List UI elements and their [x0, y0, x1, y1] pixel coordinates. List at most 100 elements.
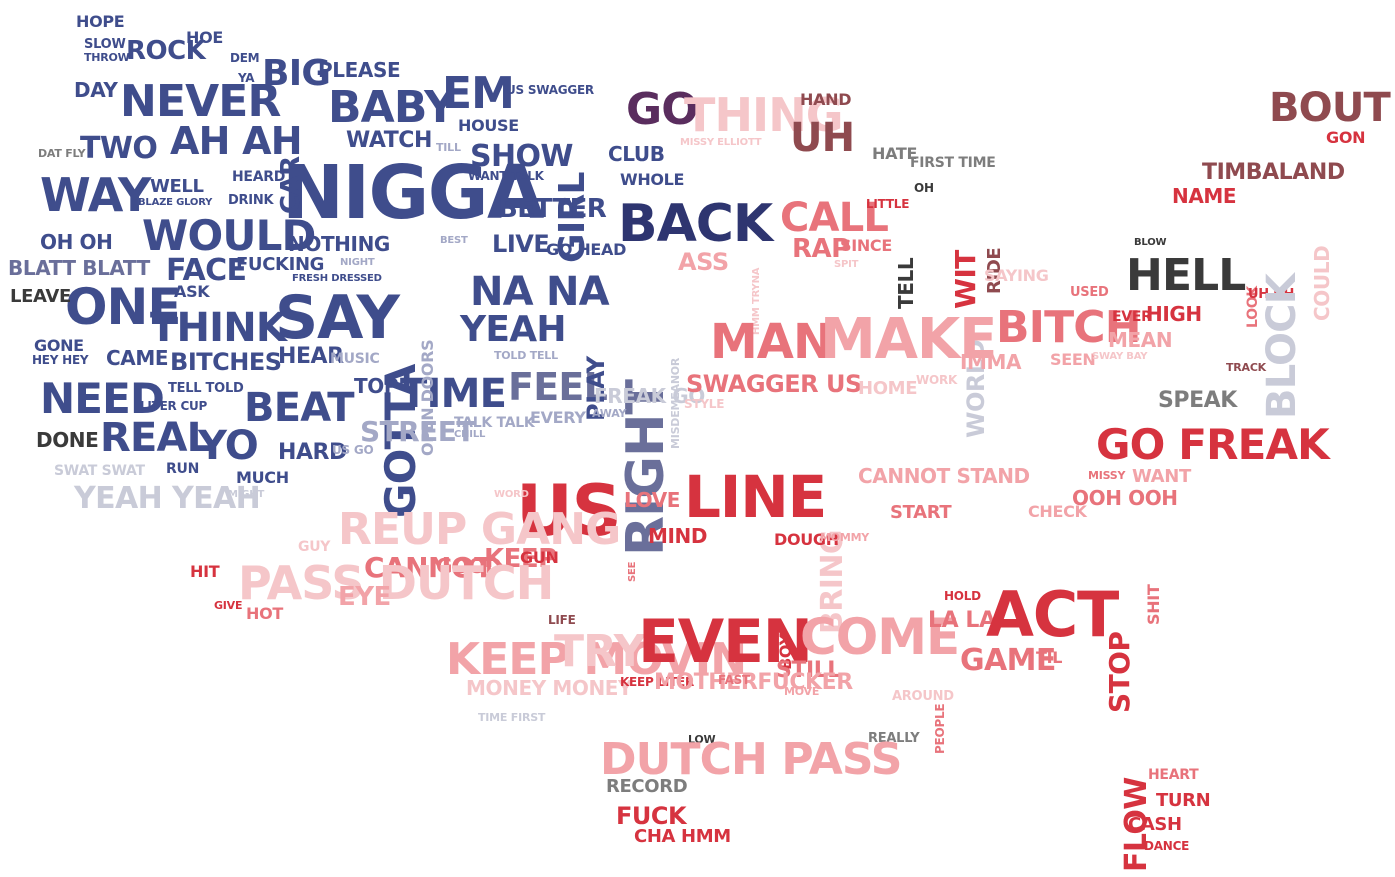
word-chill: CHILL — [454, 429, 486, 440]
word-gon: GON — [1326, 128, 1366, 147]
word-swagger-us: SWAGGER US — [686, 370, 862, 398]
word-pass-dutch: PASS DUTCH — [238, 556, 554, 610]
word-came: CAME — [106, 346, 169, 370]
word-yo: YO — [198, 423, 259, 469]
word-run: RUN — [166, 461, 200, 477]
word-make: MAKE — [820, 307, 997, 372]
word-people: PEOPLE — [933, 703, 947, 754]
word-act: ACT — [986, 578, 1119, 651]
word-life: LIFE — [548, 613, 576, 627]
word-bout: BOUT — [1268, 85, 1391, 131]
word-night: NIGHT — [340, 257, 375, 268]
word-oh-oh: OH OH — [40, 230, 113, 254]
word-game: GAME — [960, 643, 1056, 678]
word-work: WORK — [916, 373, 958, 387]
word-whole: WHOLE — [620, 170, 685, 189]
word-done: DONE — [36, 428, 99, 452]
word-thing: THING — [684, 88, 844, 142]
word-way: WAY — [40, 168, 151, 222]
word-say: SAY — [275, 283, 400, 353]
word-bitch: BITCH — [996, 302, 1142, 353]
word-still: STILL — [776, 658, 841, 683]
word-want: WANT — [1132, 466, 1191, 487]
word-live: LIVE — [492, 230, 550, 258]
word-call: CALL — [780, 195, 889, 241]
word-house: HOUSE — [458, 116, 519, 135]
word-fast: FAST — [718, 673, 750, 687]
word-hard: HARD — [278, 440, 347, 465]
word-gun: GUN — [520, 548, 559, 567]
word-name: NAME — [1172, 184, 1237, 208]
word-cannot: CANNOT — [364, 551, 493, 584]
word-could: COULD — [1310, 245, 1334, 321]
word-missy: MISSY — [1088, 469, 1126, 482]
word-might: MIGHT — [228, 489, 265, 500]
word-stop: STOP — [1103, 631, 1136, 713]
word-hell: HELL — [1126, 250, 1246, 301]
word-fucking: FUCKING — [236, 254, 325, 275]
word-love: LOVE — [624, 488, 681, 512]
word-go: GO — [626, 84, 699, 135]
word-us-swagger: US SWAGGER — [506, 83, 594, 97]
word-ah-ah: AH AH — [170, 119, 303, 163]
word-good: GOOD — [436, 554, 502, 578]
word-music: MUSIC — [330, 351, 380, 367]
word-come: COME — [800, 608, 960, 666]
word-want-talk: WANT TALK — [468, 169, 544, 183]
word-tell-told: TELL TOLD — [168, 381, 244, 396]
word-speak: SPEAK — [1158, 388, 1237, 413]
word-one: ONE — [65, 278, 182, 336]
word-blatt-blatt: BLATT BLATT — [8, 256, 150, 280]
word-first-time: FIRST TIME — [910, 155, 996, 171]
word-car: CAR — [276, 156, 306, 214]
word-missy-elliott: MISSY ELLIOTT — [680, 137, 762, 148]
word-reup-gang: REUP GANG — [338, 504, 621, 555]
word-fresh-dressed: FRESH DRESSED — [292, 273, 382, 284]
word-track: TRACK — [1226, 361, 1266, 374]
word-hold: HOLD — [944, 589, 981, 603]
word-really: REALLY — [868, 731, 920, 746]
word-ever: EVER — [1112, 309, 1152, 325]
word-give: GIVE — [214, 599, 243, 612]
word-us-go: US GO — [332, 443, 374, 457]
word-real: REAL — [100, 415, 212, 461]
word-seen: SEEN — [1050, 350, 1096, 369]
word-em: EM — [442, 68, 515, 119]
word-bitches: BITCHES — [170, 348, 282, 376]
word-talk-talk: TALK TALK — [454, 415, 535, 431]
word-rap: RAP — [792, 234, 850, 264]
word-street: STREET — [360, 415, 475, 448]
word-cash: CASH — [1128, 814, 1182, 835]
word-hope: HOPE — [76, 12, 125, 31]
word-club: CLUB — [608, 142, 665, 166]
word-block: BLOCK — [1259, 274, 1305, 419]
word-turn: TURN — [1156, 790, 1211, 811]
word-timbaland: TIMBALAND — [1202, 160, 1345, 185]
word-face: FACE — [166, 253, 247, 288]
word-start: START — [890, 502, 952, 523]
word-away: AWAY — [592, 407, 627, 420]
word-freak-go: FREAK GO — [594, 384, 705, 408]
word-ooh-ooh: OOH OOH — [1072, 486, 1178, 510]
word-open-doors: OPEN DOORS — [418, 339, 437, 456]
word-sway-bay: SWAY BAY — [1092, 351, 1148, 362]
word-hoe: HOE — [186, 28, 223, 47]
word-rock: ROCK — [126, 36, 206, 66]
word-think: THINK — [150, 305, 287, 351]
word-show: SHOW — [470, 139, 574, 174]
word-best: BEST — [440, 235, 468, 246]
word-mommy: MOMMY — [820, 531, 870, 544]
word-hot: HOT — [246, 604, 283, 623]
word-time: TIME — [400, 371, 507, 417]
word-uh: UH — [790, 115, 855, 161]
word-motherfucker: MOTHERFUCKER — [654, 670, 853, 695]
word-would: WOULD — [142, 211, 316, 260]
word-swat-swat: SWAT SWAT — [54, 463, 145, 479]
word-baby: BABY — [328, 82, 456, 133]
word-hear: HEAR — [278, 344, 344, 369]
word-hand: HAND — [800, 90, 852, 109]
word-move: MOVE — [784, 685, 820, 698]
word-line: LINE — [684, 463, 827, 531]
word-dat-fly: DAT FLY — [38, 147, 86, 160]
word-try: TRY — [554, 626, 646, 677]
